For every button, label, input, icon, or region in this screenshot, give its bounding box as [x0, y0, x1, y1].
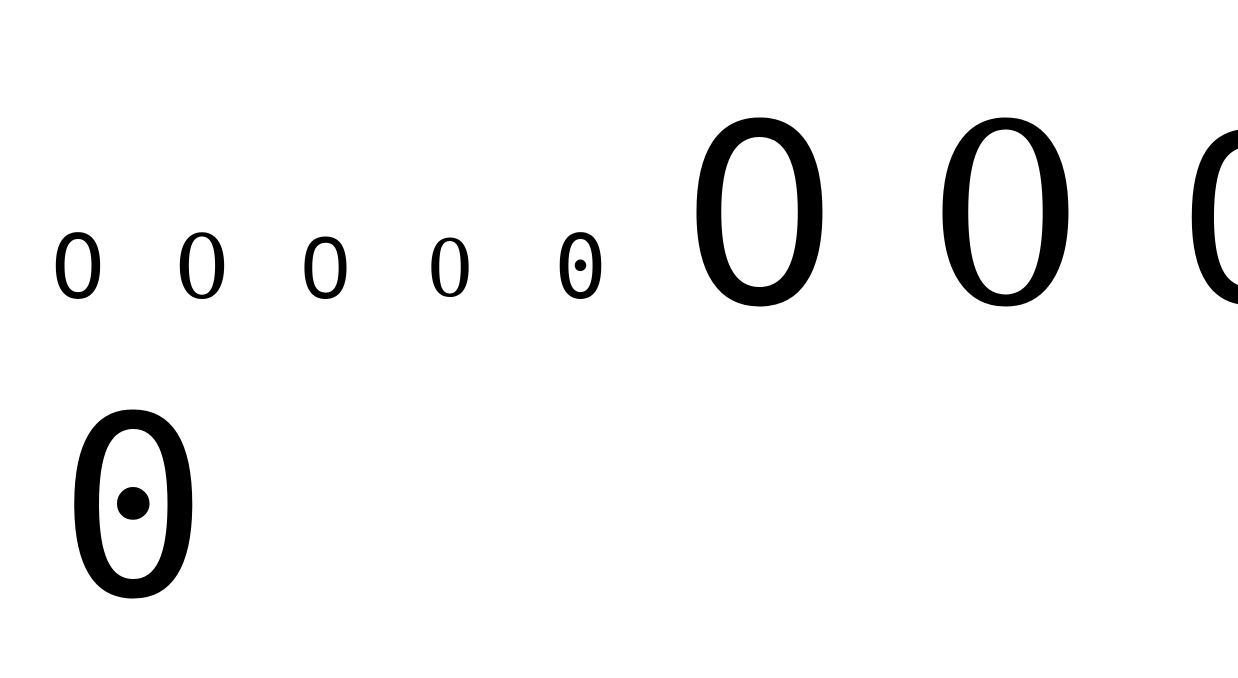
zero-glyph-large-3: 0 [1182, 92, 1238, 342]
zero-glyph-small-1: 0 [50, 216, 106, 319]
zero-glyph-large-1: 0 [680, 71, 840, 362]
zero-glyph-bottom-1: 0 [58, 363, 209, 654]
zero-glyph-small-4: 0 [428, 219, 472, 316]
zero-glyph-large-2: 0 [926, 71, 1086, 362]
zero-glyph-small-2: 0 [174, 216, 230, 319]
zero-glyph-small-5: 0 [554, 216, 607, 319]
zero-glyph-small-3: 0 [301, 218, 350, 317]
